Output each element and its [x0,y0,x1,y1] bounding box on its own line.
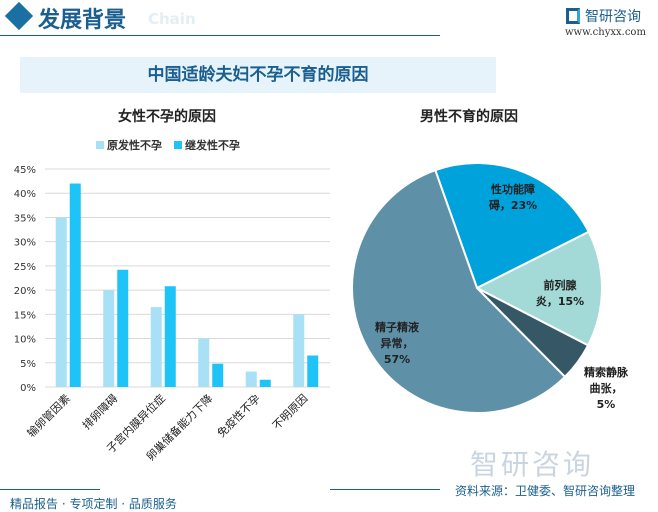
bar [69,183,81,387]
logo-url: www.chyxx.com [565,27,646,38]
y-tick-label: 45% [14,165,36,176]
bar [293,314,305,387]
pie-chart-title: 男性不育的原因 [420,109,518,125]
bar [307,355,319,387]
pie-label-sexual-dysfunction: 性功能障碍，23% [488,183,538,212]
x-tick-label: 排卵障碍 [79,391,120,432]
legend-item-secondary: 继发性不孕 [174,137,240,153]
main-title: 中国适龄夫妇不孕不育的原因 [20,57,496,93]
bar [55,217,67,387]
y-tick-label: 35% [14,213,36,224]
pie-slice [351,168,567,414]
pie-slice [474,230,603,347]
bar [164,286,176,387]
bar [150,307,162,387]
pie-chart [351,162,603,414]
header-divider [0,35,440,36]
y-tick-label: 10% [14,335,36,346]
footer-tagline: 精品报告 · 专项定制 · 品质服务 [10,497,177,511]
pie-label-sperm-abnormality: 精子精液异常，57% [375,321,419,366]
footer-divider-right [330,489,440,490]
bar [259,379,271,387]
source-note: 资料来源：卫健委、智研咨询整理 [455,484,636,498]
pie-label-varicocele: 精索静脉曲张，5% [584,366,628,411]
legend-item-primary: 原发性不孕 [96,137,162,153]
bar-chart: 0%5%10%15%20%25%30%35%40%45%输卵管因素 排卵障碍子宫内… [14,165,330,463]
y-tick-label: 25% [14,262,36,273]
bar [117,269,129,387]
logo-icon [566,8,580,24]
y-tick-label: 15% [14,310,36,321]
header-title: 发展背景 [38,7,127,33]
bar [212,363,224,387]
pie-label-prostatitis: 前列腺炎，15% [535,279,585,308]
footer-divider [0,489,100,490]
pie-slice [433,162,591,290]
header-subtitle: Chain [148,10,196,28]
x-tick-label: 免疫性不孕 [214,391,263,440]
y-tick-label: 20% [14,286,36,297]
x-tick-label: 不明原因 [270,392,310,432]
bar-legend: 原发性不孕 继发性不孕 [96,137,240,153]
bar [198,338,210,387]
y-tick-label: 0% [20,383,36,394]
y-tick-label: 5% [20,359,36,370]
header-diamond-icon [4,1,34,31]
bar-chart-title: 女性不孕的原因 [118,109,216,125]
bar [245,371,257,387]
logo-name: 智研咨询 [585,9,641,25]
y-tick-label: 40% [14,189,36,200]
watermark: 智研咨询 [470,448,595,481]
x-tick-label: 输卵管因素 [24,391,73,440]
bar [103,290,115,387]
y-tick-label: 30% [14,238,36,249]
logo: 智研咨询 [566,6,641,26]
